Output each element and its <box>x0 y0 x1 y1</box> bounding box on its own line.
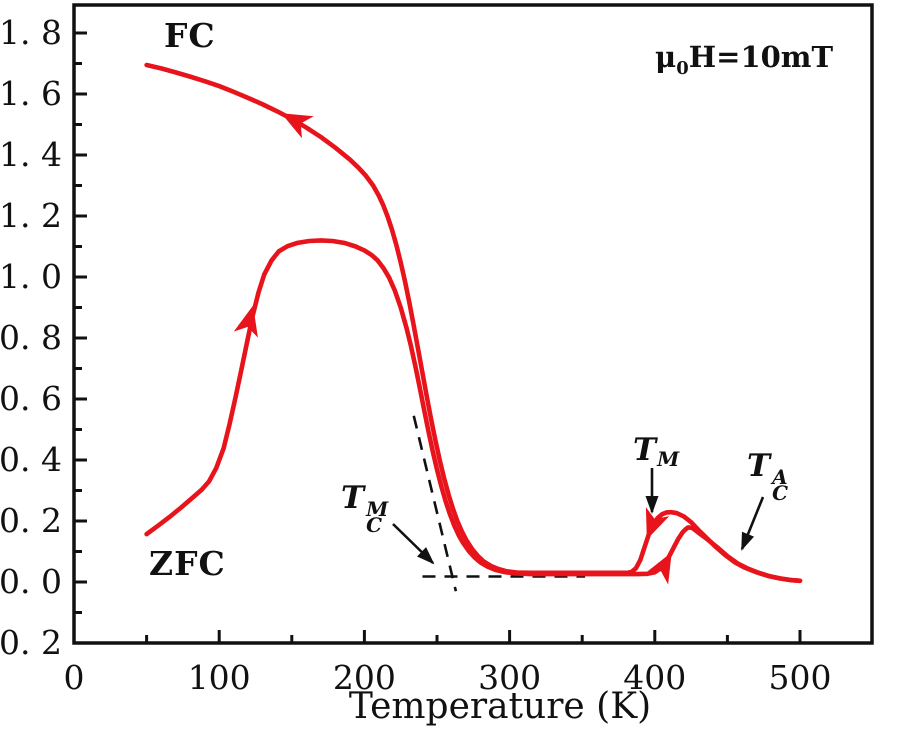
tm-subscript: M <box>657 447 680 471</box>
martensitic-transition-label: TM <box>633 432 679 471</box>
zfc-curve-label-text: ZFC <box>149 544 226 583</box>
tca-superscript: A <box>772 465 788 489</box>
y-tick-label: 0. 8 <box>0 318 62 357</box>
zfc-curve <box>144 238 803 584</box>
zfc-direction-arrow <box>233 305 258 338</box>
y-tick-label: 1. 8 <box>0 13 62 52</box>
applied-field-label: μ0H=10mT <box>655 40 833 79</box>
mu-symbol: μ <box>655 40 677 74</box>
x-tick-label: 400 <box>623 658 686 697</box>
y-tick-label: 0. 6 <box>0 379 62 418</box>
fc-curve-label-text: FC <box>164 16 216 55</box>
fc-direction-arrow <box>281 113 314 139</box>
plot-frame <box>72 3 874 645</box>
x-tick-label: 300 <box>478 658 541 697</box>
tca-main: T <box>747 448 771 484</box>
x-axis-title: Temperature (K) <box>349 686 651 727</box>
x-tick-label: 100 <box>188 658 251 697</box>
y-tick-label: 0. 4 <box>0 440 62 479</box>
fc-curve-label: FC <box>164 16 216 55</box>
x-tick-label: 200 <box>333 658 396 697</box>
y-tick-label: 0. 0 <box>0 562 62 601</box>
tcm-subscript: C <box>366 513 382 537</box>
zfc-direction-arrow <box>646 552 672 585</box>
y-tick-label: 1. 6 <box>0 74 62 113</box>
tcm-arrow-head <box>417 547 435 565</box>
y-tick-label: 1. 0 <box>0 257 62 296</box>
tm-main: T <box>633 432 657 468</box>
field-value-text: H=10mT <box>688 40 834 74</box>
fc-curve <box>144 62 803 584</box>
tm-arrow-head <box>645 496 659 514</box>
tcm-extrapolation-steep <box>412 415 458 592</box>
mu-subscript: 0 <box>676 57 689 79</box>
y-tick-label: −0. 2 <box>0 623 62 662</box>
y-tick-label: 1. 4 <box>0 135 62 174</box>
tcm-superscript: M <box>366 497 389 521</box>
tca-arrow-head <box>741 531 755 551</box>
x-tick-label: 0 <box>64 658 85 697</box>
fc-direction-arrow <box>645 507 670 540</box>
tca-subscript: C <box>772 481 788 505</box>
x-tick-label: 500 <box>769 658 832 697</box>
tcm-main: T <box>341 480 365 516</box>
y-tick-label: 1. 2 <box>0 196 62 235</box>
zfc-curve-label: ZFC <box>149 544 226 583</box>
y-tick-label: 0. 2 <box>0 501 62 540</box>
